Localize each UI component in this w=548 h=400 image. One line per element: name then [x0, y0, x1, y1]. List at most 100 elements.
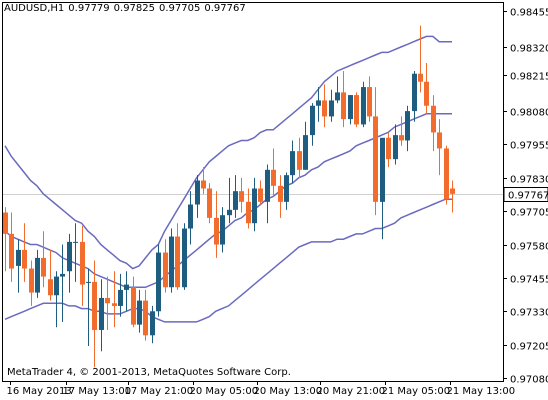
y-axis-tick-label: 0.97205 — [510, 342, 548, 353]
candle-body[interactable] — [188, 204, 193, 229]
bollinger-upper-band — [4, 35, 452, 270]
bollinger-lower-band — [4, 198, 452, 323]
candle-body[interactable] — [3, 212, 8, 234]
candle-body[interactable] — [246, 201, 251, 224]
candle-body[interactable] — [278, 185, 283, 202]
candle-body[interactable] — [201, 180, 206, 189]
symbol-header: AUDUSD,H1 0.97779 0.97825 0.97705 0.9776… — [4, 3, 246, 14]
candle-body[interactable] — [60, 273, 65, 277]
candle-body[interactable] — [354, 95, 359, 125]
candle-body[interactable] — [405, 111, 410, 141]
candle-body[interactable] — [124, 284, 129, 290]
candle-body[interactable] — [73, 241, 78, 243]
candle-body[interactable] — [424, 81, 429, 106]
high-value: 0.97825 — [113, 3, 156, 14]
candle-body[interactable] — [16, 249, 21, 266]
x-axis-tick-label: 20 May 05:00 — [190, 386, 259, 397]
current-price-label-box — [503, 187, 548, 202]
candle-body[interactable] — [9, 233, 14, 269]
candle-body[interactable] — [137, 300, 142, 325]
candle-body[interactable] — [233, 191, 238, 210]
y-axis-tick-label: 0.98215 — [510, 72, 548, 83]
candle-body[interactable] — [175, 236, 180, 288]
candle-body[interactable] — [239, 191, 244, 202]
candle-body[interactable] — [431, 105, 436, 133]
y-axis-tick-label: 0.98080 — [510, 108, 548, 119]
candle-body[interactable] — [450, 188, 455, 194]
candle-body[interactable] — [271, 169, 276, 186]
y-axis-tick-label: 0.97955 — [510, 141, 548, 152]
candle-body[interactable] — [41, 257, 46, 277]
candle-body[interactable] — [252, 188, 257, 224]
candle-body[interactable] — [412, 73, 417, 112]
low-value: 0.97705 — [159, 3, 201, 14]
candle-body[interactable] — [227, 209, 232, 216]
candle-body[interactable] — [258, 188, 263, 202]
current-price-label-text: 0.97767 — [508, 191, 548, 202]
x-axis-tick-label: 17 May 13:00 — [63, 386, 132, 397]
candle-body[interactable] — [380, 137, 385, 202]
candle-body[interactable] — [399, 135, 404, 141]
candle-body[interactable] — [418, 73, 423, 82]
candle-body[interactable] — [367, 87, 372, 117]
candle-body[interactable] — [265, 169, 270, 202]
x-axis-tick-label: 16 May 2013 — [7, 386, 72, 397]
candle-body[interactable] — [118, 289, 123, 306]
candle-body[interactable] — [322, 100, 327, 117]
candle-body[interactable] — [386, 137, 391, 160]
y-axis-tick-label: 0.97580 — [510, 242, 548, 253]
candle-body[interactable] — [169, 236, 174, 288]
candle-body[interactable] — [92, 281, 97, 330]
candle-body[interactable] — [80, 241, 85, 285]
candle-body[interactable] — [214, 217, 219, 245]
candle-body[interactable] — [329, 100, 334, 117]
candle-body[interactable] — [373, 116, 378, 202]
candle-body[interactable] — [156, 252, 161, 312]
candle-body[interactable] — [310, 105, 315, 136]
candle-body[interactable] — [143, 300, 148, 336]
candle-body[interactable] — [112, 303, 117, 306]
y-axis-tick-label: 0.98320 — [510, 44, 548, 55]
open-value: 0.97779 — [68, 3, 110, 14]
candle-body[interactable] — [437, 132, 442, 149]
candle-body[interactable] — [444, 148, 449, 200]
candle-body[interactable] — [361, 87, 366, 125]
candle-body[interactable] — [54, 276, 59, 296]
candle-body[interactable] — [207, 188, 212, 218]
candle-body[interactable] — [220, 215, 225, 245]
candle-body[interactable] — [22, 249, 27, 269]
x-axis-tick-label: 21 May 05:00 — [382, 386, 451, 397]
candle-body[interactable] — [335, 92, 340, 101]
candle-body[interactable] — [150, 311, 155, 336]
candle-body[interactable] — [105, 297, 110, 304]
candle-body[interactable] — [303, 135, 308, 170]
candle-body[interactable] — [316, 100, 321, 106]
symbol-label: AUDUSD,H1 — [4, 3, 65, 14]
candle-body[interactable] — [297, 151, 302, 170]
candle-body[interactable] — [284, 175, 289, 202]
y-axis-tick-label: 0.97330 — [510, 308, 548, 319]
y-axis-tick-label: 0.97830 — [510, 175, 548, 186]
candle-body[interactable] — [290, 151, 295, 176]
candle-body[interactable] — [29, 268, 34, 293]
candle-body[interactable] — [393, 135, 398, 160]
candle-body[interactable] — [195, 180, 200, 205]
candle-body[interactable] — [35, 257, 40, 293]
candle-body[interactable] — [99, 297, 104, 330]
candle-body[interactable] — [182, 228, 187, 288]
candle-body[interactable] — [67, 241, 72, 272]
y-axis-tick-label: 0.98455 — [510, 8, 548, 19]
candle-body[interactable] — [163, 252, 168, 288]
y-axis-tick-label: 0.97455 — [510, 275, 548, 286]
x-axis-tick-label: 17 May 21:00 — [125, 386, 194, 397]
candle-body[interactable] — [348, 95, 353, 120]
candle-body[interactable] — [86, 281, 91, 283]
candle-body[interactable] — [48, 279, 53, 296]
x-axis-tick-label: 20 May 21:00 — [317, 386, 386, 397]
candle-body[interactable] — [131, 287, 136, 325]
candle-body[interactable] — [341, 92, 346, 120]
close-value: 0.97767 — [204, 3, 246, 14]
copyright-text: MetaTrader 4, © 2001-2013, MetaQuotes So… — [7, 367, 291, 378]
